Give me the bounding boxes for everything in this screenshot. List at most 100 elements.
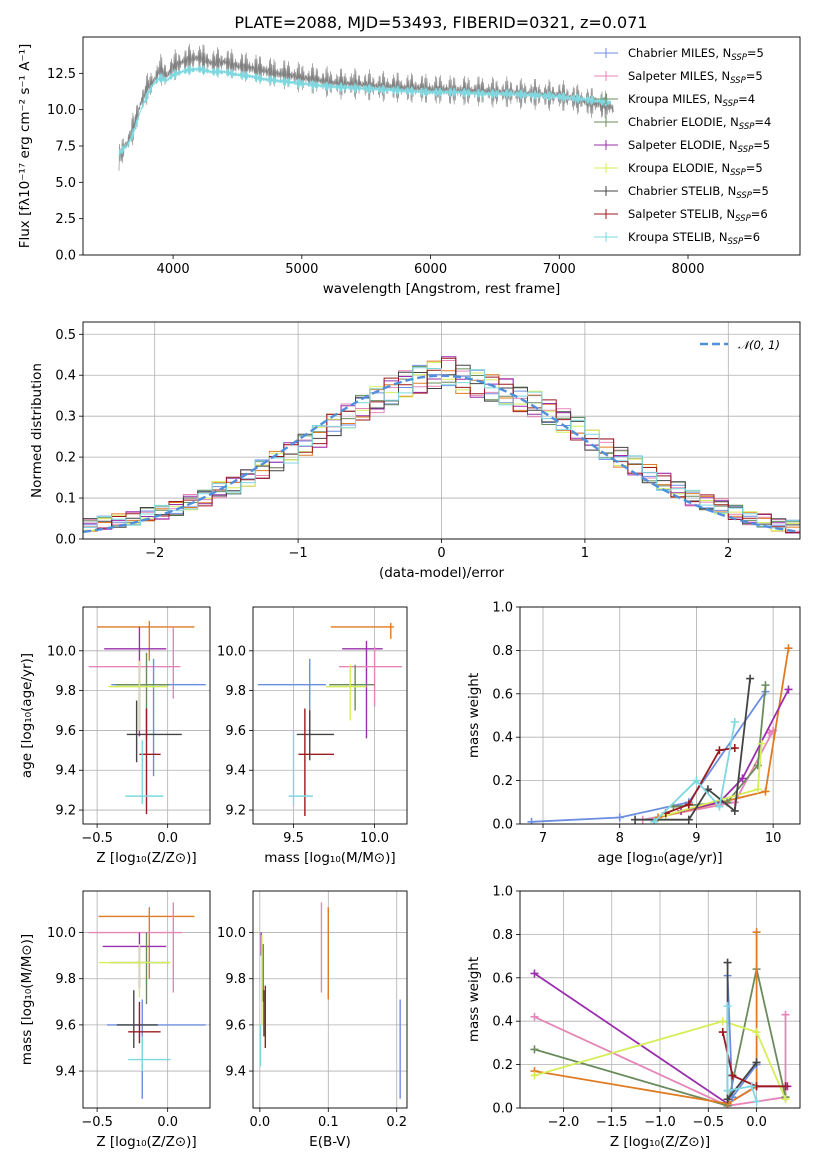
mass-weight-marker xyxy=(752,1028,761,1037)
errorbar-plot-area xyxy=(259,902,401,1099)
mass-weight-marker xyxy=(650,817,659,824)
y-tick-label: 0.0 xyxy=(492,1102,513,1117)
axes-frame xyxy=(519,890,801,1109)
y-tick-label: 7.5 xyxy=(55,140,76,155)
y-tick-label: 1.0 xyxy=(492,601,513,616)
errorbar-plot-area xyxy=(88,620,206,815)
mass-weight-marker xyxy=(757,739,766,748)
y-axis-label: mass weight xyxy=(466,673,482,758)
mass-weight-marker xyxy=(753,785,762,794)
histogram-step xyxy=(83,367,800,539)
mass-weight-marker xyxy=(781,1095,790,1104)
x-tick-label: 9 xyxy=(692,831,700,846)
mass-weight-marker xyxy=(747,1082,756,1091)
y-tick-label: 0.8 xyxy=(492,644,513,659)
y-tick-label: 9.8 xyxy=(55,684,76,699)
x-axis-label: Z [log₁₀(Z/Z⊙)] xyxy=(96,850,196,866)
line-plot-area xyxy=(527,644,793,824)
x-tick-label: 8000 xyxy=(671,262,704,277)
mass-weight-marker xyxy=(530,969,539,978)
mass-weight-marker xyxy=(781,1082,790,1091)
mass-weight-marker xyxy=(752,1058,761,1067)
spectrum-data-line xyxy=(118,43,614,171)
x-tick-label: −2 xyxy=(145,546,164,561)
x-axis-label: wavelength [Angstrom, rest frame] xyxy=(323,281,561,297)
y-tick-label: 9.4 xyxy=(225,764,246,779)
mass-vs-reddening-panel: 0.0 0.1 0.2 9.4 9.6 9.8 10.0 E(B-V) xyxy=(217,890,408,1150)
massweight-vs-metallicity-panel: −2.0 −1.5 −1.0 −0.5 0.0 0.0 0.2 0.4 0.6 0.8 1.0 Z [… xyxy=(466,885,801,1150)
mass-weight-marker xyxy=(692,776,701,785)
x-tick-label: 0 xyxy=(437,546,445,561)
x-axis-label: age [log₁₀(age/yr)] xyxy=(597,850,722,866)
x-tick-label: 0.0 xyxy=(157,831,178,846)
y-tick-label: 0.2 xyxy=(492,1058,513,1073)
errorbar-plot-area xyxy=(257,622,403,817)
x-tick-label: 9.5 xyxy=(283,831,304,846)
mass-weight-marker xyxy=(752,1097,761,1106)
y-tick-label: 0.4 xyxy=(492,1015,513,1030)
y-tick-label: 2.5 xyxy=(55,212,76,227)
y-tick-label: 9.8 xyxy=(225,972,246,987)
mass-weight-marker xyxy=(761,681,770,690)
x-tick-label: 10 xyxy=(765,831,782,846)
x-tick-label: 5000 xyxy=(285,262,318,277)
x-tick-label: 7 xyxy=(539,831,547,846)
legend-entry: Kroupa ELODIE, NSSP=5 xyxy=(628,161,763,178)
mass-weight-line xyxy=(534,968,787,1107)
legend-entry: Chabrier ELODIE, NSSP=4 xyxy=(628,115,771,132)
x-axis-label: Z [log₁₀(Z/Z⊙)] xyxy=(610,1134,710,1150)
mass-weight-marker xyxy=(781,1010,790,1019)
mass-weight-marker xyxy=(715,802,724,811)
axes-frame xyxy=(519,606,801,825)
legend-entry: Kroupa STELIB, NSSP=6 xyxy=(628,230,760,247)
legend-entry: Salpeter STELIB, NSSP=6 xyxy=(628,207,768,224)
mass-weight-marker xyxy=(530,1045,539,1054)
mass-weight-marker xyxy=(730,744,739,753)
x-tick-label: −1.0 xyxy=(644,1115,676,1130)
mass-weight-marker xyxy=(527,817,536,824)
axes-frame xyxy=(82,321,801,540)
mass-weight-marker xyxy=(631,815,640,824)
mass-weight-marker xyxy=(684,815,693,824)
y-axis-label: Flux [fλ10⁻¹⁷ erg cm⁻² s⁻¹ A⁻¹] xyxy=(17,44,33,249)
y-tick-label: 9.4 xyxy=(55,764,76,779)
y-axis-label: mass [log₁₀(M/M⊙)] xyxy=(19,934,35,1065)
age-vs-mass-panel: 9.5 10.0 9.2 9.4 9.6 9.8 10.0 mass [log₁₀(M/M⊙)… xyxy=(217,606,408,866)
x-tick-label: 0.0 xyxy=(157,1115,178,1130)
line-plot-area xyxy=(530,928,792,1108)
y-tick-label: 0.6 xyxy=(492,971,513,986)
x-axis-label: mass [log₁₀(M/M⊙)] xyxy=(264,850,395,866)
y-tick-label: 0.0 xyxy=(55,533,76,548)
y-tick-label: 9.6 xyxy=(225,724,246,739)
mass-weight-marker xyxy=(615,813,624,822)
mass-weight-marker xyxy=(684,800,693,809)
y-tick-label: 9.6 xyxy=(55,724,76,739)
mass-weight-marker xyxy=(730,718,739,727)
y-tick-label: 0.4 xyxy=(492,731,513,746)
y-tick-label: 5.0 xyxy=(55,176,76,191)
mass-weight-line xyxy=(534,1020,787,1100)
mass-weight-line xyxy=(653,721,736,823)
y-axis-label: age [log₁₀(age/yr)] xyxy=(19,653,35,778)
y-tick-label: 9.6 xyxy=(55,1018,76,1033)
mass-weight-marker xyxy=(530,1071,539,1080)
y-tick-label: 0.6 xyxy=(492,687,513,702)
x-tick-label: 0.0 xyxy=(250,1115,271,1130)
x-tick-label: −0.5 xyxy=(692,1115,724,1130)
y-tick-label: 0.3 xyxy=(55,410,76,425)
x-tick-label: 8 xyxy=(616,831,624,846)
y-tick-label: 10.0 xyxy=(47,644,76,659)
legend-entry: Chabrier STELIB, NSSP=5 xyxy=(628,184,769,201)
mass-weight-line xyxy=(680,689,790,812)
y-tick-label: 9.2 xyxy=(55,804,76,819)
x-tick-label: 10.0 xyxy=(360,831,389,846)
mass-weight-line xyxy=(531,691,767,823)
axes-frame xyxy=(82,890,211,1109)
y-tick-label: 9.2 xyxy=(225,804,246,819)
mass-weight-marker xyxy=(728,1071,737,1080)
y-tick-label: 12.5 xyxy=(47,67,76,82)
x-axis-label: (data-model)/error xyxy=(379,565,505,581)
y-tick-label: 0.5 xyxy=(55,328,76,343)
axes-frame xyxy=(82,36,801,256)
